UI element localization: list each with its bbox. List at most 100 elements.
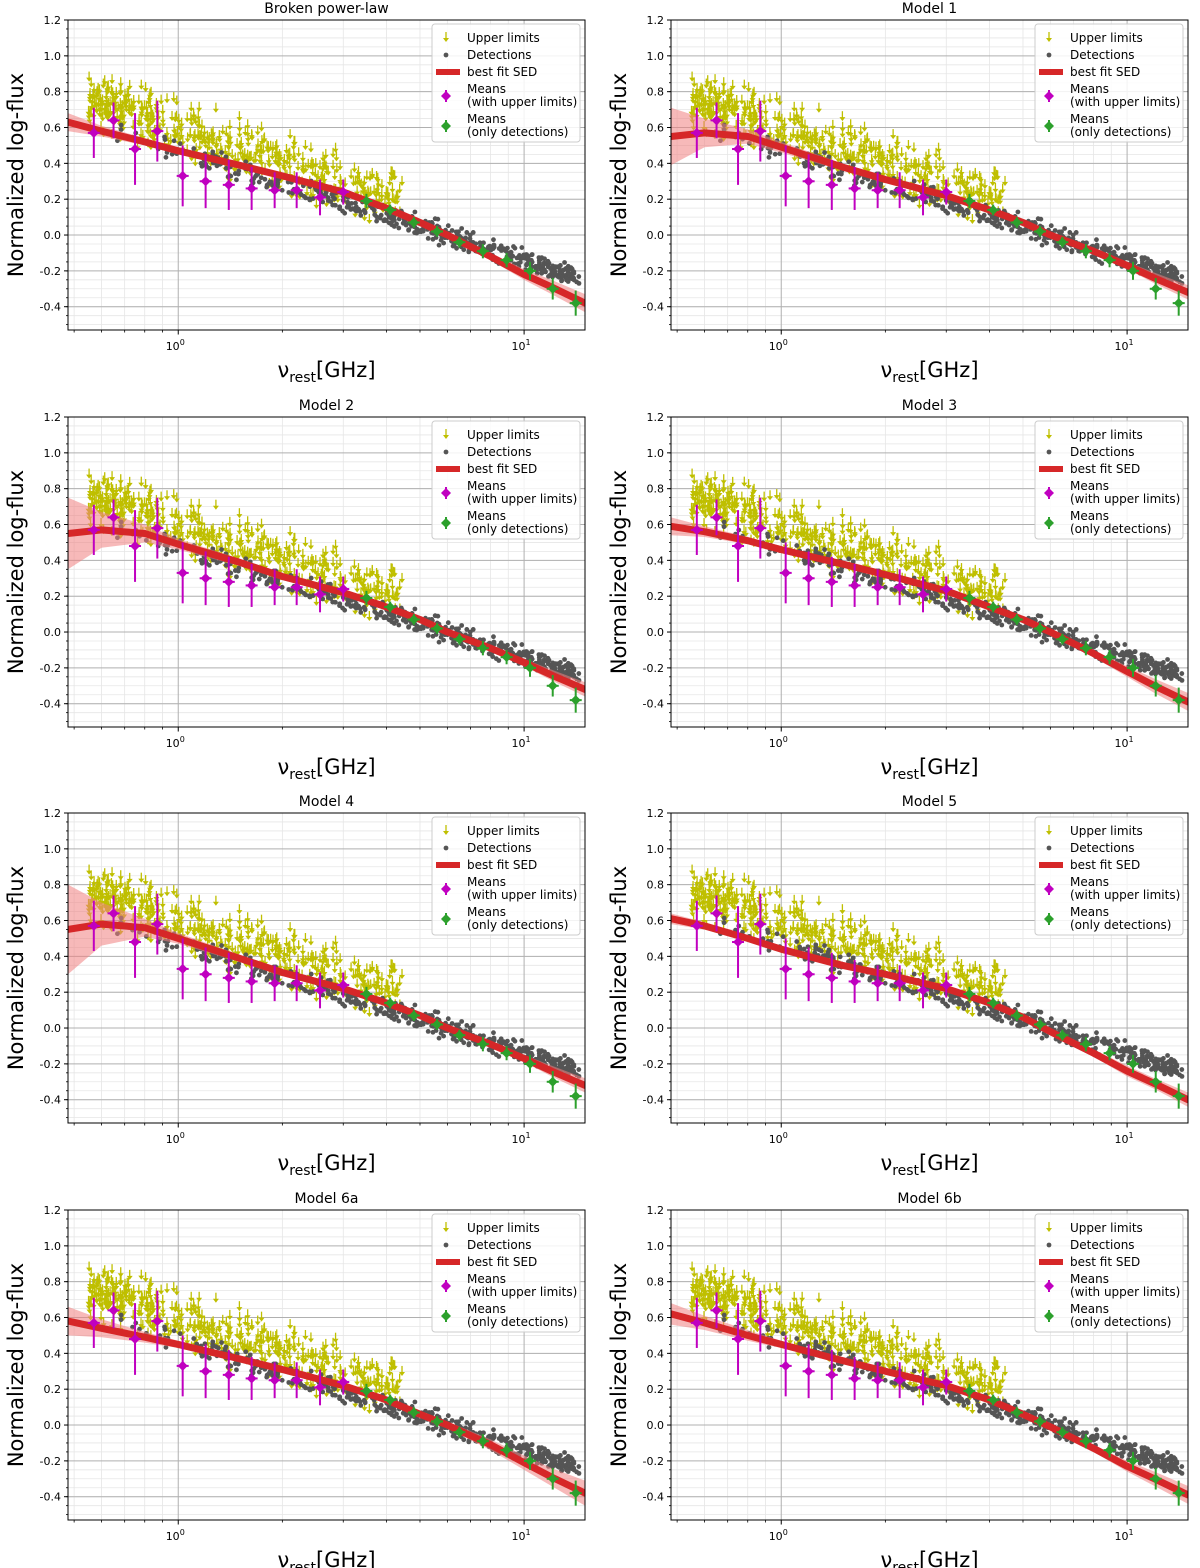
upper-limit-marker <box>184 132 191 143</box>
upper-limit-arrow <box>260 150 267 155</box>
upper-limit-marker <box>236 111 243 122</box>
upper-limit-arrow <box>265 149 272 154</box>
upper-limit-arrow <box>269 155 276 160</box>
upper-limit-arrow <box>693 95 700 100</box>
detection-point <box>498 243 504 249</box>
mean-detections-marker <box>384 204 397 216</box>
upper-limit-arrow <box>138 113 145 118</box>
upper-limit-arrow <box>286 165 293 170</box>
upper-limit-arrow <box>87 99 94 104</box>
detection-point <box>1048 223 1054 229</box>
mean-upper-limits-marker <box>151 100 164 162</box>
upper-limit-marker <box>389 192 396 203</box>
upper-limit-arrow <box>961 184 968 189</box>
upper-limit-arrow <box>149 115 156 120</box>
upper-limit-marker <box>890 168 897 179</box>
upper-limit-marker <box>975 187 982 198</box>
detection-point <box>889 190 895 195</box>
upper-limit-arrow <box>832 155 839 160</box>
upper-limit-arrow <box>750 146 757 151</box>
upper-limit-marker <box>723 108 730 119</box>
legend-means-det-label: Means <box>1070 112 1109 126</box>
upper-limit-marker <box>816 137 823 148</box>
mean-upper-limits-point <box>88 127 99 138</box>
upper-limit-arrow <box>707 116 714 121</box>
mean-upper-limits-marker <box>245 166 258 210</box>
detection-point <box>562 260 567 265</box>
best-fit-line <box>68 118 585 307</box>
upper-limit-marker <box>852 130 859 141</box>
upper-limit-arrow <box>741 113 748 118</box>
panel-title: Broken power-law <box>264 1 389 17</box>
upper-limit-arrow <box>828 146 835 151</box>
mean-detections-point <box>570 298 581 309</box>
detection-point <box>1164 267 1170 273</box>
upper-limit-marker <box>307 188 314 199</box>
upper-limit-arrow <box>954 168 961 173</box>
upper-limit-arrow <box>830 141 837 146</box>
upper-limit-marker <box>322 148 329 159</box>
upper-limit-arrow <box>748 101 755 106</box>
detection-point <box>374 218 379 224</box>
upper-limit-marker <box>898 160 905 171</box>
detection-point <box>1179 274 1185 279</box>
upper-limit-arrow <box>142 88 149 93</box>
detection-point <box>267 179 273 185</box>
detection-point <box>1174 269 1180 275</box>
upper-limit-marker <box>254 125 261 136</box>
upper-limit-arrow <box>378 194 385 199</box>
detection-point <box>1159 264 1165 269</box>
detection-point <box>223 165 229 171</box>
upper-limit-marker <box>304 186 311 197</box>
upper-limit-arrow <box>812 141 819 146</box>
upper-limit-marker <box>920 160 927 171</box>
x-tick-label: 100 <box>166 338 185 353</box>
detection-point <box>560 274 565 279</box>
upper-limit-arrow <box>749 94 756 99</box>
x-label-unit: [GHz] <box>316 358 375 382</box>
detection-point <box>1128 255 1134 260</box>
upper-limit-arrow <box>724 121 731 126</box>
upper-limit-arrow <box>762 110 769 115</box>
detection-point <box>383 217 389 223</box>
upper-limit-arrow <box>126 108 133 113</box>
detection-point <box>1155 269 1161 275</box>
upper-limit-marker <box>246 151 253 162</box>
upper-limit-marker <box>232 152 239 163</box>
mean-upper-limits-marker <box>314 179 327 216</box>
mean-upper-limits-point <box>315 192 326 203</box>
x-tick-exponent: 1 <box>526 338 531 347</box>
mean-detections-point <box>454 237 465 248</box>
upper-limit-marker <box>265 143 272 154</box>
upper-limit-arrow <box>964 181 971 186</box>
upper-limit-marker <box>302 139 309 150</box>
upper-limit-marker <box>762 104 769 115</box>
upper-limit-marker <box>348 169 355 180</box>
upper-limit-arrow <box>135 100 142 105</box>
detection-point <box>198 160 204 166</box>
detection-point <box>1052 228 1058 233</box>
upper-limit-arrow <box>854 159 861 164</box>
x-tick-exponent: 0 <box>783 338 788 347</box>
upper-limit-marker <box>741 79 748 90</box>
detection-point <box>396 225 402 231</box>
upper-limit-marker <box>849 151 856 162</box>
upper-limit-marker <box>839 121 846 132</box>
detection-point <box>432 216 438 222</box>
upper-limit-marker <box>991 166 998 177</box>
upper-limit-arrow <box>839 133 846 138</box>
upper-limit-marker <box>842 149 849 160</box>
upper-limit-arrow <box>209 141 216 146</box>
mean-detections-point <box>524 265 535 276</box>
upper-limit-arrow <box>750 105 757 110</box>
upper-limits-series <box>85 71 406 224</box>
upper-limit-marker <box>802 135 809 146</box>
upper-limit-arrow <box>367 177 374 182</box>
x-axis-label: νrest[GHz] <box>880 358 978 386</box>
upper-limit-marker <box>748 95 755 106</box>
upper-limit-arrow <box>363 176 370 181</box>
upper-limit-arrow <box>184 138 191 143</box>
upper-limit-marker <box>223 126 230 137</box>
upper-limit-marker <box>130 101 137 112</box>
detection-point <box>1115 245 1121 251</box>
